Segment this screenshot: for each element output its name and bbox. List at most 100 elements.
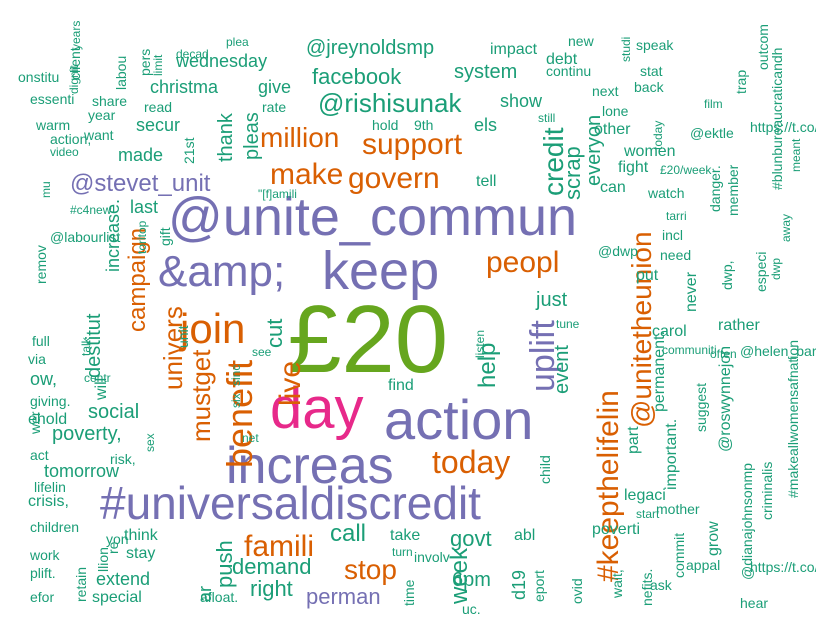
cloud-word: increas: [226, 437, 394, 495]
cloud-word: call: [330, 520, 367, 547]
cloud-word: action,: [50, 131, 92, 147]
cloud-word: @jreynoldsmp: [306, 37, 435, 59]
cloud-word: sinc: [229, 364, 243, 386]
cloud-word: wer: [27, 411, 43, 434]
cloud-word: @dwp: [598, 243, 638, 259]
cloud-word: hear: [740, 595, 769, 611]
cloud-word: wait,: [609, 569, 625, 598]
cloud-word: £20/week: [660, 163, 712, 177]
cloud-word: lone: [602, 103, 629, 119]
cloud-word: made: [118, 145, 164, 165]
cloud-word: today: [651, 120, 665, 150]
cloud-word: &amp;: [158, 247, 286, 296]
cloud-word: put: [636, 267, 659, 284]
cloud-word: need: [660, 247, 692, 263]
cloud-word: wednesday: [176, 51, 268, 71]
cloud-word: toritop: [135, 220, 149, 254]
cloud-word: think: [124, 527, 158, 544]
cloud-word: £20: [288, 286, 449, 393]
cloud-word: tell: [476, 173, 497, 190]
cloud-word: @roswynnejon: [717, 345, 734, 452]
cloud-word: stay: [126, 545, 156, 562]
cloud-word: communiti: [662, 343, 717, 357]
cloud-word: can: [600, 179, 626, 196]
cloud-word: year: [88, 107, 116, 123]
cloud-word: see: [252, 345, 272, 359]
cloud-word: ow,: [30, 369, 58, 389]
cloud-word: famili: [244, 530, 315, 563]
cloud-word: new: [568, 33, 594, 49]
cloud-word: thank: [215, 113, 237, 162]
cloud-word: event: [551, 345, 573, 394]
cloud-word: decad: [176, 47, 209, 61]
cloud-word: child: [537, 455, 553, 484]
cloud-word: still: [538, 111, 556, 125]
cloud-word: re: [105, 541, 121, 554]
cloud-word: @rishisunak: [318, 88, 462, 118]
cloud-word: act: [30, 447, 49, 463]
cloud-word: dignit: [67, 65, 81, 94]
cloud-word: tomorrow: [44, 461, 120, 481]
cloud-word: million: [260, 122, 340, 153]
cloud-word: d19: [509, 569, 529, 600]
cloud-word: 21st: [181, 137, 197, 164]
cloud-word: onstitu: [18, 69, 60, 85]
cloud-word: film: [704, 97, 723, 111]
cloud-word: start: [636, 507, 660, 521]
cloud-word: net: [242, 431, 259, 445]
cloud-word: involv: [414, 549, 450, 565]
cloud-word: today: [432, 444, 511, 480]
cloud-word: part: [625, 426, 642, 454]
cloud-word: "[f]amili: [258, 187, 297, 201]
cloud-word: years: [69, 20, 83, 50]
cloud-word: mother: [656, 501, 700, 517]
cloud-word: uc.: [462, 601, 481, 617]
cloud-word: poverti: [592, 521, 641, 538]
cloud-word: member: [725, 164, 741, 216]
cloud-word: system: [454, 61, 518, 83]
cloud-word: hold: [372, 117, 399, 133]
cloud-word: risk,: [110, 451, 136, 467]
cloud-word: away: [779, 213, 793, 242]
cloud-word: debt: [546, 51, 578, 68]
cloud-word: six: [229, 393, 243, 408]
cloud-word: perman: [306, 584, 381, 609]
cloud-word: eport: [531, 570, 547, 602]
cloud-word: stop: [344, 554, 397, 585]
cloud-word: plea: [226, 35, 249, 49]
cloud-word: #universaldiscredit: [100, 477, 481, 529]
cloud-word: extend: [96, 569, 151, 589]
cloud-word: take: [390, 527, 421, 544]
cloud-word: outcom: [755, 24, 771, 70]
cloud-word: show: [500, 91, 543, 111]
cloud-word: @unite_commun: [168, 187, 578, 247]
cloud-word: essenti: [30, 91, 75, 107]
cloud-word: commit: [671, 532, 687, 578]
cloud-word: never: [683, 271, 700, 312]
cloud-word: lifelin: [34, 479, 66, 495]
cloud-word: #c4new: [70, 203, 112, 217]
cloud-word: sex: [143, 433, 157, 452]
cloud-word: back: [634, 79, 664, 95]
cloud-word: remov: [33, 245, 49, 284]
cloud-word: scrap: [560, 146, 585, 200]
cloud-word: efor: [30, 589, 55, 605]
cloud-word: @labourlist: [50, 229, 121, 245]
cloud-word: warm: [36, 117, 71, 133]
cloud-word: #keepthelifelin: [592, 390, 625, 582]
cloud-word: plift.: [30, 565, 56, 581]
cloud-word: https://t.co/tbcnrqvpvu: [750, 559, 816, 575]
cloud-word: grow: [705, 521, 722, 556]
cloud-word: centr: [84, 371, 111, 385]
cloud-word: govt: [450, 526, 492, 551]
cloud-word: retain: [73, 566, 89, 602]
cloud-word: time: [401, 579, 417, 606]
cloud-word: push: [212, 540, 237, 588]
cloud-word: support: [362, 128, 463, 161]
cloud-word: give: [258, 77, 292, 97]
cloud-word: 9th: [414, 117, 434, 133]
cloud-word: talk: [79, 337, 93, 356]
cloud-word: women: [624, 143, 676, 160]
cloud-word: secur: [136, 115, 181, 135]
